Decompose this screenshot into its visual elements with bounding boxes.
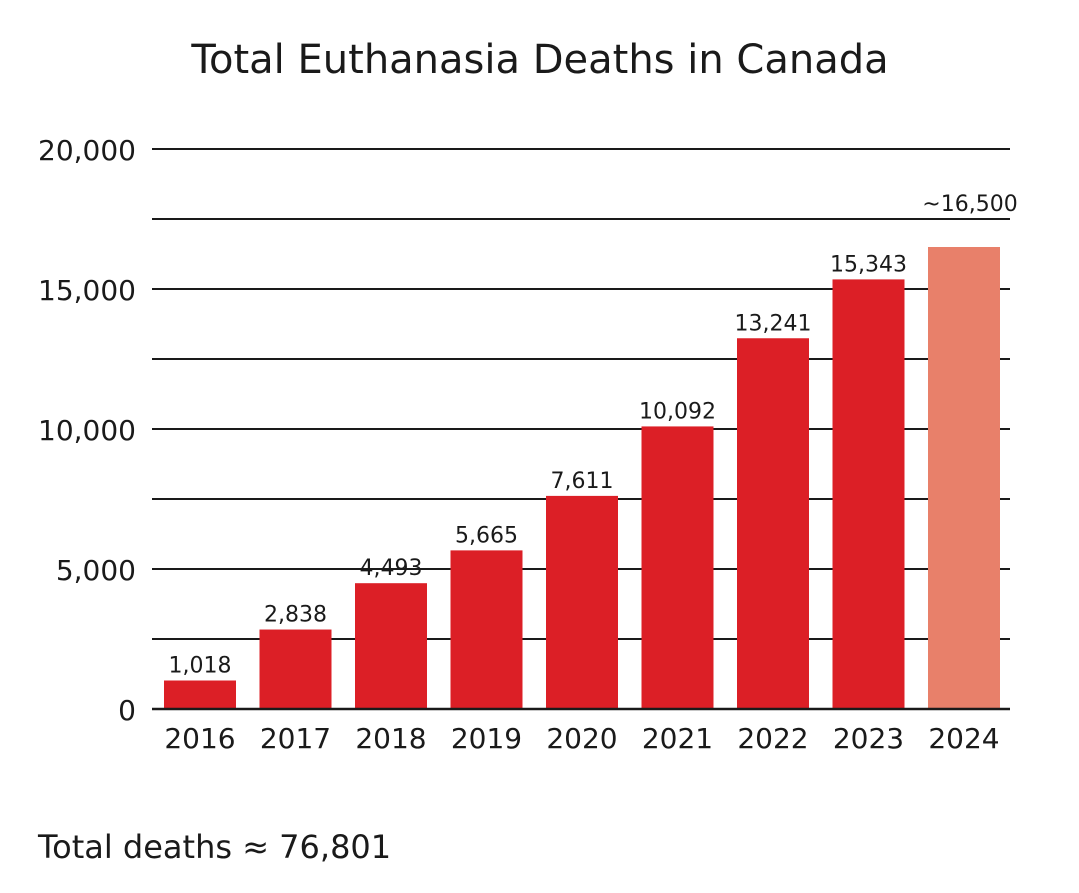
- bar-2022: [737, 338, 809, 709]
- bars: [164, 247, 1000, 709]
- y-axis-tick-labels: 0 5,000 10,000 15,000 20,000: [38, 134, 136, 727]
- y-tick-label: 0: [118, 694, 136, 727]
- data-label: 4,493: [360, 556, 423, 581]
- x-tick-label: 2023: [833, 722, 904, 755]
- x-tick-label: 2017: [260, 722, 331, 755]
- data-label: 10,092: [639, 399, 716, 424]
- bar-2023: [832, 279, 905, 709]
- data-label: 13,241: [735, 311, 812, 336]
- x-tick-label: 2018: [355, 722, 426, 755]
- data-label: 1,018: [169, 653, 232, 678]
- data-label: 15,343: [830, 252, 907, 277]
- x-tick-label: 2016: [164, 722, 235, 755]
- x-tick-label: 2022: [737, 722, 808, 755]
- total-deaths-footer: Total deaths ≈ 76,801: [37, 828, 391, 866]
- x-tick-label: 2021: [642, 722, 713, 755]
- x-tick-label: 2019: [451, 722, 522, 755]
- x-tick-label: 2024: [928, 722, 999, 755]
- bar-2016: [164, 680, 236, 709]
- bar-2021: [641, 426, 714, 709]
- data-label: 2,838: [264, 603, 327, 628]
- x-tick-label: 2020: [546, 722, 617, 755]
- bar-2018: [355, 583, 427, 709]
- bar-2017: [259, 629, 332, 709]
- bar-2024: [928, 247, 1000, 709]
- data-label: 5,665: [455, 523, 518, 548]
- y-tick-label: 15,000: [38, 274, 136, 307]
- chart-title: Total Euthanasia Deaths in Canada: [190, 37, 888, 83]
- data-label: 7,611: [551, 469, 614, 494]
- y-tick-label: 20,000: [38, 134, 136, 167]
- bar-2020: [546, 495, 618, 709]
- x-axis-tick-labels: 2016 2017 2018 2019 2020 2021 2022 2023 2024: [164, 722, 999, 755]
- data-labels: 1,018 2,838 4,493 5,665 7,611 10,092 13,241 15,…: [169, 192, 1018, 678]
- bar-2019: [450, 550, 523, 709]
- y-tick-label: 10,000: [38, 414, 136, 447]
- y-tick-label: 5,000: [56, 554, 136, 587]
- data-label: ~16,500: [922, 192, 1017, 217]
